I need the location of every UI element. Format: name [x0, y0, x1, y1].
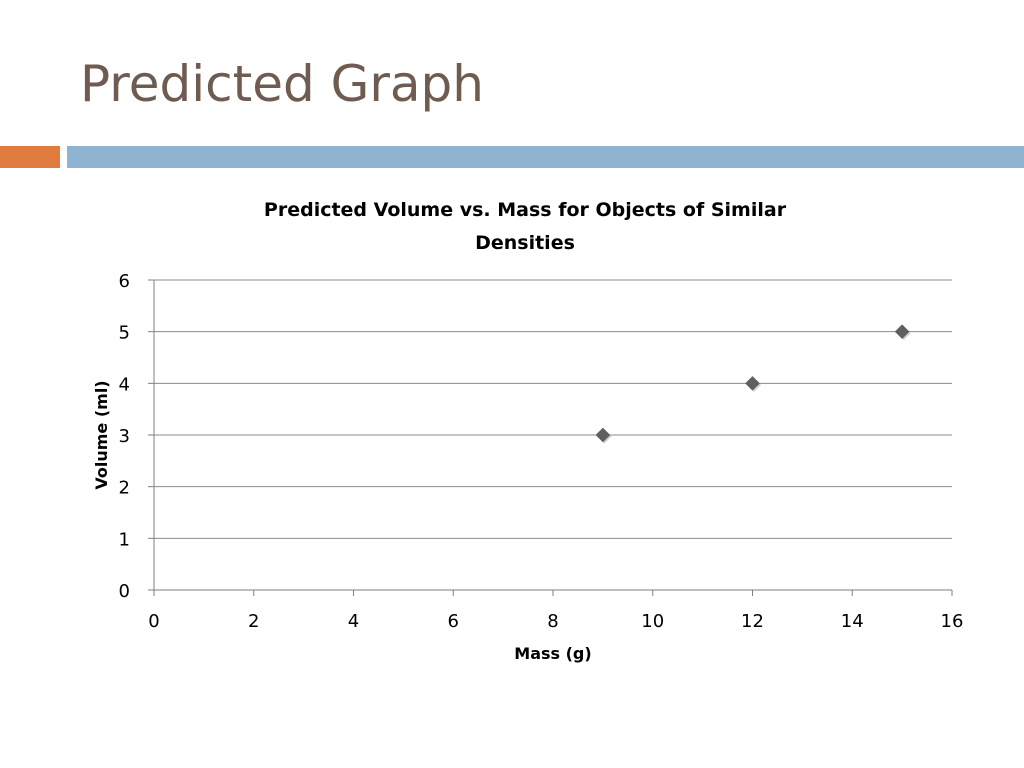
title-rule-bar: [67, 146, 1024, 168]
x-tick-label-6: 6: [448, 611, 459, 632]
y-axis-title: Volume (ml): [92, 380, 111, 489]
x-tick-label-8: 8: [547, 611, 558, 632]
slide-title: Predicted Graph: [80, 55, 484, 113]
x-tick-label-14: 14: [841, 611, 864, 632]
x-tick-label-0: 0: [148, 611, 159, 632]
data-point-3: [894, 324, 910, 340]
y-tick-label-0: 0: [119, 581, 130, 602]
y-tick-label-3: 3: [119, 426, 130, 447]
x-axis-title: Mass (g): [514, 644, 591, 663]
y-tick-label-5: 5: [119, 323, 130, 344]
y-tick-label-1: 1: [119, 529, 130, 550]
x-tick-label-16: 16: [941, 611, 964, 632]
x-tick-label-10: 10: [641, 611, 664, 632]
data-points: [595, 324, 911, 444]
x-tick-label-2: 2: [248, 611, 259, 632]
y-tick-label-6: 6: [119, 271, 130, 292]
x-tick-label-4: 4: [348, 611, 359, 632]
axes: [148, 279, 953, 596]
x-tick-label-12: 12: [741, 611, 764, 632]
data-point-2: [745, 375, 760, 391]
y-tick-label-2: 2: [119, 478, 130, 499]
data-point-1: [595, 427, 611, 443]
gridlines: [154, 279, 952, 539]
y-tick-label-4: 4: [119, 374, 130, 395]
chart-title-line-2: Densities: [475, 232, 575, 254]
chart-title-line-1: Predicted Volume vs. Mass for Objects of…: [264, 199, 787, 221]
accent-bar: [0, 146, 60, 168]
